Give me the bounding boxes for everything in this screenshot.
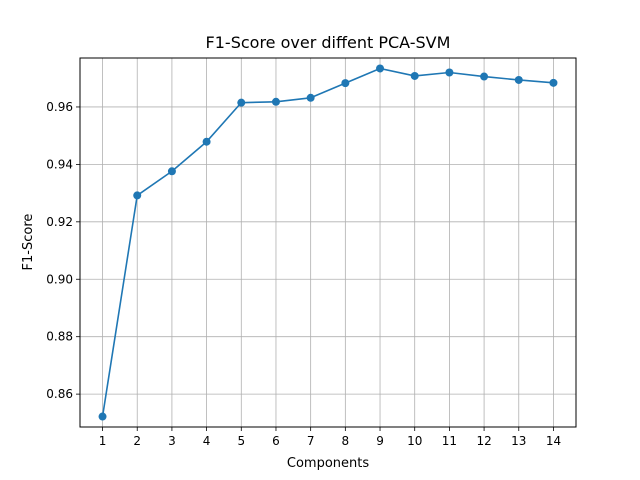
data-point — [237, 98, 246, 107]
x-tick-label: 1 — [99, 434, 107, 448]
data-point — [445, 68, 454, 77]
x-tick-label: 4 — [203, 434, 211, 448]
grid — [80, 58, 576, 427]
x-tick-label: 10 — [407, 434, 422, 448]
data-point — [376, 64, 385, 73]
data-point — [549, 78, 558, 87]
y-tick-label: 0.94 — [46, 157, 73, 171]
y-axis-label: F1-Score — [21, 214, 36, 271]
y-tick-label: 0.88 — [46, 330, 73, 344]
x-axis-label: Components — [287, 456, 369, 471]
data-point — [271, 97, 280, 106]
x-tick-label: 3 — [168, 434, 176, 448]
y-tick-label: 0.92 — [46, 215, 73, 229]
y-tick-label: 0.86 — [46, 387, 73, 401]
data-point — [98, 412, 107, 421]
data-point — [202, 137, 211, 146]
data-point — [480, 72, 489, 81]
x-tick-label: 9 — [376, 434, 384, 448]
series-line — [101, 67, 554, 417]
x-tick-label: 11 — [442, 434, 457, 448]
data-point — [514, 75, 523, 84]
data-point — [410, 71, 419, 80]
y-tick-label: 0.96 — [46, 100, 73, 114]
chart-title: F1-Score over diffent PCA-SVM — [206, 33, 451, 52]
x-tick-label: 6 — [272, 434, 280, 448]
x-tick-label: 8 — [342, 434, 350, 448]
y-tick-label: 0.90 — [46, 272, 73, 286]
data-point — [167, 167, 176, 176]
x-tick-label: 13 — [511, 434, 526, 448]
plot-frame — [79, 57, 577, 428]
data-point — [341, 79, 350, 88]
data-point — [306, 93, 315, 102]
axis-ticks: 1 2 3 4 5 6 7 8 9 10 11 12 13 140.860.880.900.920.940… — [46, 100, 561, 448]
x-tick-label: 14 — [546, 434, 561, 448]
x-tick-label: 5 — [237, 434, 245, 448]
x-tick-label: 2 — [133, 434, 141, 448]
series-group — [98, 64, 558, 421]
data-point — [133, 191, 142, 200]
x-tick-label: 12 — [476, 434, 491, 448]
x-tick-label: 7 — [307, 434, 315, 448]
